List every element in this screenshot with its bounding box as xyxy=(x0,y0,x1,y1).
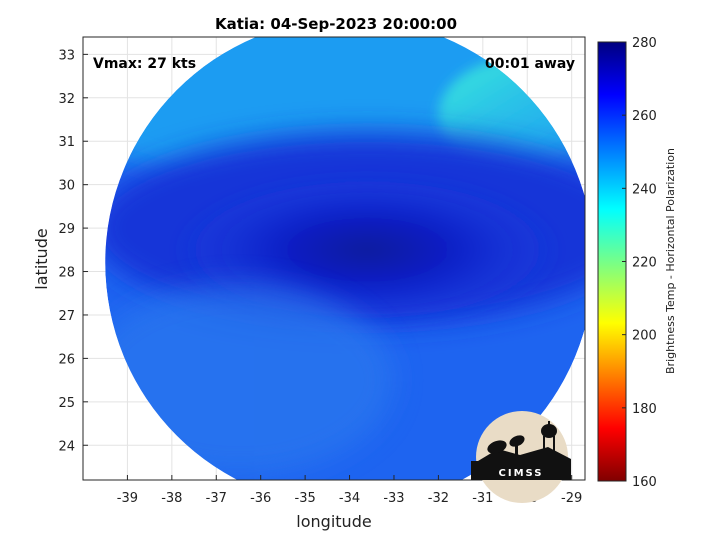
y-tick-label: 27 xyxy=(58,309,75,324)
colorbar-tick-label: 260 xyxy=(632,109,657,124)
x-tick-label: -31 xyxy=(472,491,493,506)
colorbar-label: Brightness Temp - Horizontal Polarizatio… xyxy=(664,148,677,374)
colorbar-tick-label: 160 xyxy=(632,475,657,490)
vmax-annotation: Vmax: 27 kts xyxy=(93,56,196,72)
colorbar-tick-label: 220 xyxy=(632,256,657,271)
y-tick-label: 30 xyxy=(58,179,75,194)
y-tick-label: 29 xyxy=(58,222,75,237)
x-tick-label: -33 xyxy=(383,491,404,506)
time-away-annotation: 00:01 away xyxy=(485,56,575,72)
colorbar-tick-label: 180 xyxy=(632,402,657,417)
colorbar-ticks: 160 180 200 220 240 260 280 xyxy=(622,36,657,490)
colorbar xyxy=(597,41,627,482)
chart-title: Katia: 04-Sep-2023 20:00:00 xyxy=(215,15,457,33)
x-tick-label: -37 xyxy=(206,491,227,506)
y-tick-label: 33 xyxy=(58,48,75,63)
y-tick-label: 24 xyxy=(58,439,75,454)
colorbar-tick-label: 200 xyxy=(632,329,657,344)
x-tick-label: -36 xyxy=(250,491,271,506)
x-tick-label: -39 xyxy=(117,491,138,506)
x-axis-label: longitude xyxy=(296,512,371,531)
plot-frame xyxy=(82,36,586,481)
x-tick-label: -38 xyxy=(161,491,182,506)
cimss-logo: CIMSS xyxy=(471,411,571,503)
y-tick-label: 32 xyxy=(58,92,75,107)
water-tower-icon xyxy=(541,421,557,452)
logo-text: CIMSS xyxy=(499,468,544,479)
colorbar-tick-label: 280 xyxy=(632,36,657,51)
y-tick-label: 28 xyxy=(58,266,75,281)
y-axis: 24 25 26 27 28 29 30 31 32 33 xyxy=(58,48,88,454)
x-tick-label: -32 xyxy=(428,491,449,506)
brightness-temp-swath xyxy=(105,37,585,480)
y-axis-label: latitude xyxy=(32,228,51,289)
x-tick-label: -34 xyxy=(339,491,360,506)
satellite-dish-icon xyxy=(487,435,525,461)
x-tick-label: -35 xyxy=(295,491,316,506)
colorbar-tick-label: 240 xyxy=(632,182,657,197)
y-tick-label: 26 xyxy=(58,352,75,367)
y-tick-label: 25 xyxy=(58,396,75,411)
x-tick-label: -29 xyxy=(561,491,582,506)
y-tick-label: 31 xyxy=(58,135,75,150)
